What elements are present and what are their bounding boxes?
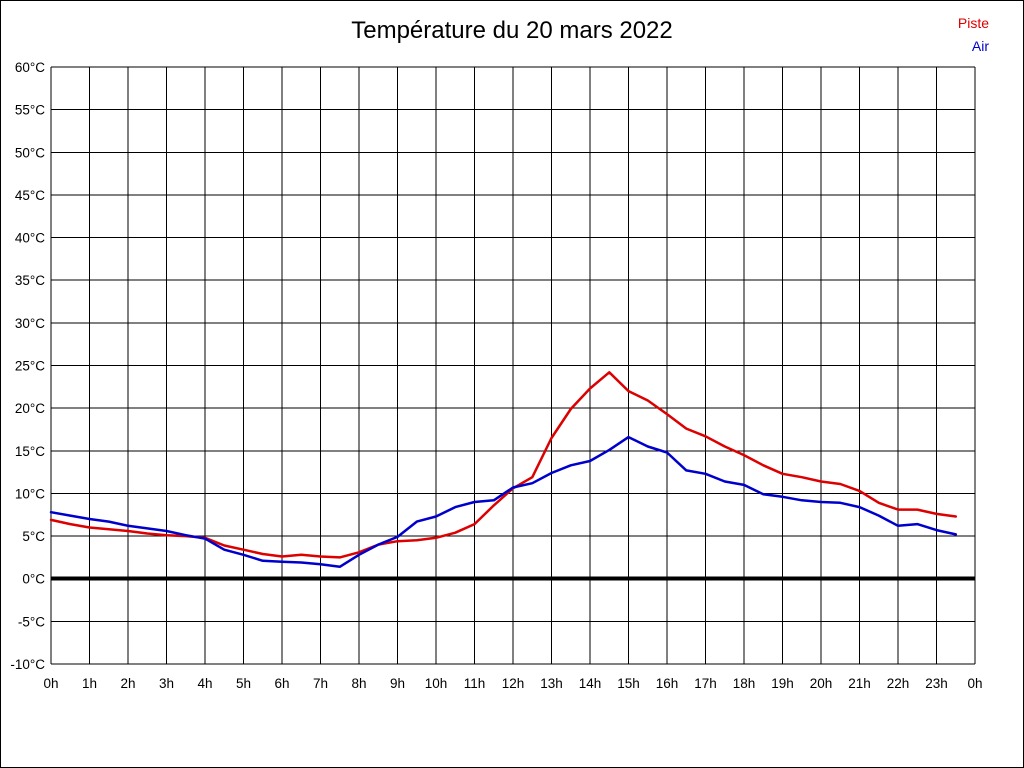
x-axis-tick-label: 23h	[925, 676, 948, 691]
x-axis-tick-label: 19h	[771, 676, 794, 691]
x-axis-tick-label: 20h	[810, 676, 833, 691]
legend-item-air: Air	[971, 38, 989, 54]
x-axis-tick-label: 9h	[390, 676, 405, 691]
y-axis-tick-label: 25°C	[15, 359, 45, 374]
x-axis-tick-label: 0h	[967, 676, 982, 691]
chart-title: Température du 20 mars 2022	[351, 17, 673, 44]
legend-item-piste: Piste	[957, 15, 989, 31]
x-axis-tick-label: 17h	[694, 676, 717, 691]
x-axis-tick-label: 4h	[197, 676, 212, 691]
x-axis-tick-label: 11h	[464, 676, 486, 691]
y-axis-tick-label: 60°C	[15, 60, 45, 75]
x-axis-tick-label: 1h	[82, 676, 97, 691]
x-axis-tick-label: 22h	[887, 676, 910, 691]
y-axis-tick-label: 45°C	[15, 188, 45, 203]
x-axis-tick-label: 8h	[351, 676, 366, 691]
y-axis-tick-label: 5°C	[22, 529, 45, 544]
x-axis-tick-label: 3h	[159, 676, 174, 691]
y-axis-tick-label: 0°C	[22, 572, 45, 587]
x-axis-tick-label: 5h	[236, 676, 251, 691]
legend: Piste Air	[958, 12, 989, 58]
x-axis-tick-label: 2h	[120, 676, 135, 691]
x-axis-tick-label: 15h	[617, 676, 640, 691]
y-axis-tick-label: -10°C	[10, 657, 45, 672]
x-axis-tick-label: 18h	[733, 676, 756, 691]
y-axis-tick-label: 50°C	[15, 145, 45, 160]
series-line-air	[49, 435, 958, 569]
x-axis-tick-label: 0h	[43, 676, 58, 691]
y-axis-tick-label: -5°C	[18, 614, 45, 629]
x-axis-tick-label: 21h	[848, 676, 871, 691]
y-axis-tick-label: 20°C	[15, 401, 45, 416]
x-axis-tick-label: 16h	[656, 676, 679, 691]
y-axis-tick-label: 10°C	[15, 486, 45, 501]
x-axis-tick-label: 6h	[274, 676, 289, 691]
series-line-piste	[49, 371, 958, 559]
y-axis-tick-label: 40°C	[15, 231, 45, 246]
x-axis-tick-label: 14h	[579, 676, 602, 691]
x-axis-tick-label: 10h	[425, 676, 448, 691]
x-axis-tick-label: 7h	[313, 676, 328, 691]
y-axis-tick-label: 55°C	[15, 103, 45, 118]
y-axis-tick-label: 15°C	[15, 444, 45, 459]
y-axis-tick-label: 35°C	[15, 273, 45, 288]
x-axis-tick-label: 12h	[502, 676, 525, 691]
y-axis-tick-label: 30°C	[15, 316, 45, 331]
x-axis-tick-label: 13h	[540, 676, 563, 691]
